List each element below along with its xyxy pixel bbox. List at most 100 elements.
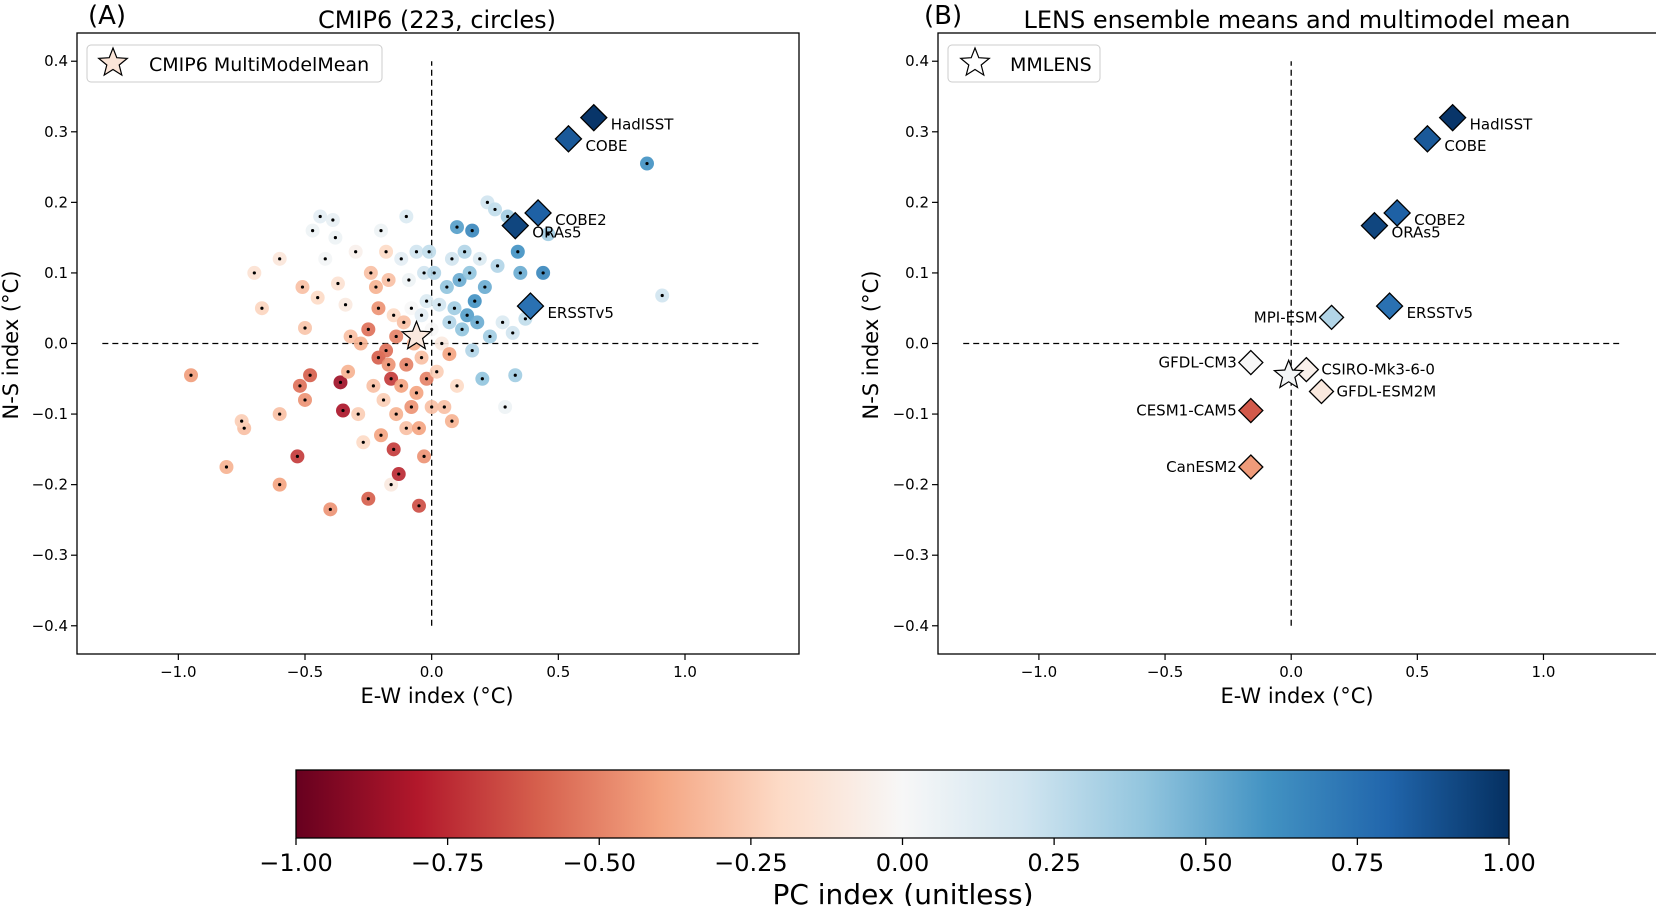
model-center-dot: [389, 377, 393, 381]
model-center-dot: [323, 257, 327, 261]
model-center-dot: [455, 225, 459, 229]
model-center-dot: [493, 207, 497, 212]
model-center-dot: [457, 278, 462, 282]
panel-b-ytick-label: −0.2: [893, 476, 929, 494]
model-center-dot: [463, 250, 467, 254]
model-center-dot: [518, 271, 522, 275]
lens-model-diamond: [1318, 304, 1345, 331]
panel-a-ytick-label: −0.1: [32, 405, 68, 423]
lens-model-label: GFDL-CM3: [1159, 354, 1237, 372]
model-center-dot: [437, 303, 441, 307]
observation-diamond: [1383, 199, 1412, 227]
model-center-dot: [404, 363, 408, 367]
model-center-dot: [356, 412, 360, 416]
panel-a-xtick-label: 0.0: [420, 663, 444, 681]
model-center-dot: [422, 271, 426, 275]
model-center-dot: [316, 296, 320, 300]
model-center-dot: [409, 405, 413, 409]
model-center-dot: [506, 214, 510, 219]
colorbar-gradient: [295, 769, 1510, 839]
model-center-dot: [303, 326, 307, 330]
model-center-dot: [417, 504, 421, 508]
panel-a-ylabel: N-S index (°C): [0, 271, 23, 420]
panel-b-xtick-label: −0.5: [1147, 663, 1183, 681]
model-center-dot: [399, 257, 403, 261]
model-center-dot: [460, 327, 464, 331]
panel-a-xtick-label: −1.0: [160, 663, 196, 681]
model-center-dot: [369, 271, 373, 275]
observation-label: ORAs5: [532, 224, 581, 242]
panel-a-ytick-label: −0.4: [32, 617, 68, 635]
colorbar: −1.00 −0.75 −0.50 −0.25 0.00 0.25 0.50 0.75 1.00…: [259, 769, 1536, 906]
model-center-dot: [470, 348, 474, 353]
observation-diamond: [516, 292, 545, 321]
model-center-dot: [468, 271, 472, 275]
model-center-dot: [422, 454, 426, 459]
panel-b-ytick-label: −0.1: [893, 405, 929, 423]
panel-b: (B) LENS ensemble means and multimodel m…: [859, 1, 1656, 708]
model-center-dot: [425, 377, 429, 381]
panel-a-xlabel: E-W index (°C): [360, 684, 513, 708]
model-center-dot: [384, 250, 388, 254]
colorbar-tick-label: 0.25: [1027, 849, 1080, 877]
model-center-dot: [414, 391, 419, 395]
panel-a-label: (A): [88, 1, 126, 31]
panel-b-xtick-label: −1.0: [1021, 663, 1057, 681]
model-center-dot: [298, 384, 302, 388]
model-center-dot: [374, 285, 378, 289]
observation-label: COBE: [585, 137, 627, 155]
model-center-dot: [409, 306, 413, 310]
model-center-dot: [427, 250, 431, 254]
mean-star-icon: [400, 319, 433, 350]
model-center-dot: [447, 352, 451, 356]
model-center-dot: [300, 285, 305, 289]
panel-a-legend-star-icon: [97, 46, 129, 77]
lens-model-diamond: [1308, 378, 1335, 405]
panel-a-ytick-label: 0.3: [44, 123, 68, 141]
model-center-dot: [394, 412, 398, 416]
lens-model-diamond: [1237, 397, 1264, 424]
model-center-dot: [432, 271, 436, 275]
model-center-dot: [407, 278, 411, 282]
model-center-dot: [450, 419, 454, 423]
model-center-dot: [295, 454, 299, 459]
model-center-dot: [483, 285, 487, 289]
panel-a-xtick-label: −0.5: [287, 663, 323, 681]
panel-a-frame: [76, 32, 800, 655]
model-center-dot: [399, 384, 403, 388]
model-center-dot: [397, 472, 401, 476]
lens-model-diamond: [1293, 356, 1320, 383]
model-center-dot: [387, 363, 391, 367]
panel-b-ytick-label: 0.2: [905, 193, 929, 211]
model-center-dot: [361, 440, 365, 444]
model-center-dot: [354, 250, 358, 254]
model-center-dot: [660, 293, 664, 298]
model-center-dot: [366, 497, 370, 501]
model-center-dot: [501, 320, 505, 324]
model-center-dot: [252, 271, 256, 275]
model-center-dot: [503, 405, 507, 409]
model-center-dot: [381, 398, 386, 402]
model-center-dot: [414, 250, 419, 254]
model-center-dot: [260, 306, 264, 310]
panel-a-legend: CMIP6 MultiModelMean: [86, 44, 383, 83]
model-center-dot: [278, 412, 282, 416]
model-center-dot: [419, 356, 424, 360]
model-center-dot: [447, 320, 451, 324]
panel-b-legend-box: [947, 44, 1101, 83]
panel-b-ytick-label: −0.3: [893, 546, 929, 564]
model-center-dot: [465, 313, 469, 317]
mean-star-icon: [1272, 358, 1305, 389]
panel-b-xlabel: E-W index (°C): [1220, 684, 1373, 708]
model-center-dot: [392, 447, 396, 451]
model-center-dot: [417, 426, 421, 430]
lens-model-label: CSIRO-Mk3-6-0: [1321, 361, 1435, 379]
panel-a-xtick-label: 1.0: [673, 663, 697, 681]
panel-b-label: (B): [924, 1, 962, 31]
panel-b-xtick-label: 0.5: [1405, 663, 1429, 681]
colorbar-tick-label: 1.00: [1482, 849, 1535, 877]
panel-b-ytick-label: 0.3: [905, 123, 929, 141]
model-center-dot: [189, 373, 193, 377]
model-center-dot: [387, 278, 391, 282]
observation-label: HadISST: [611, 116, 674, 134]
